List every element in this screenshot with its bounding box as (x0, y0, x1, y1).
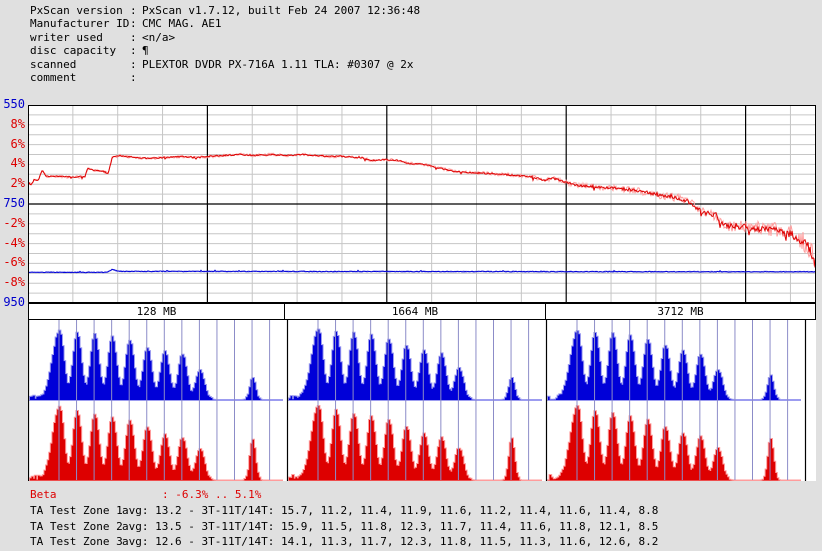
summary-row-zone-3: TA Test Zone 3 avg: 12.6 - 3T-11T/14T: 14… (30, 534, 658, 550)
zone-label: 128 MB (136, 305, 177, 318)
zone-label-row: 128 MB 1664 MB 3712 MB (28, 303, 816, 320)
field-label: comment (30, 71, 77, 85)
field-label: disc capacity (30, 44, 117, 58)
summary-row-beta: Beta : -6.3% .. 5.1% (30, 487, 658, 503)
header-row: comment: (30, 71, 420, 84)
summary-block: Beta: -6.3% .. 5.1% TA Test Zone 1 avg: 1… (30, 487, 658, 550)
field-label: Manufacturer ID (30, 17, 130, 31)
field-separator: : (130, 30, 137, 44)
summary-row-zone-2: TA Test Zone 2 avg: 13.5 - 3T-11T/14T: 15… (30, 519, 658, 535)
field-label: writer used (30, 30, 103, 44)
beta-chart (28, 105, 816, 303)
beta-chart-y-axis: 550 8% 6% 4% 2% 750 -2% -4% -6% -8% 950 (0, 0, 26, 320)
zone-label-cell: 3712 MB (546, 304, 815, 319)
header-row: scanned: PLEXTOR DVDR PX-716A 1.11 TLA: #… (30, 58, 420, 71)
zone-label-cell: 128 MB (29, 304, 285, 319)
summary-label: TA Test Zone 3 (30, 535, 123, 549)
field-label: PxScan version (30, 4, 123, 17)
field-separator: : (130, 71, 137, 85)
y-axis-label: 6% (10, 137, 25, 151)
summary-label: TA Test Zone 1 (30, 503, 123, 517)
header-row: disc capacity: ¶ (30, 44, 420, 57)
y-axis-label: 550 (3, 97, 25, 111)
summary-label: TA Test Zone 2 (30, 519, 123, 533)
y-axis-label: -6% (3, 255, 25, 269)
ta-histogram-chart (28, 320, 816, 481)
y-axis-label: 950 (3, 295, 25, 309)
header-row: PxScan version: PxScan v1.7.12, built Feb… (30, 4, 420, 17)
field-value: <n/a> (142, 30, 176, 44)
y-axis-label: -2% (3, 216, 25, 230)
zone-label: 3712 MB (657, 305, 704, 318)
header-row: Manufacturer ID: CMC MAG. AE1 (30, 17, 420, 30)
summary-label: Beta (30, 488, 57, 501)
zone-label: 1664 MB (391, 305, 439, 318)
summary-value: avg: 13.5 - 3T-11T/14T: 15.9, 11.5, 11.8… (122, 519, 659, 533)
summary-value: avg: 12.6 - 3T-11T/14T: 14.1, 11.3, 11.7… (122, 535, 659, 549)
field-separator: : (130, 57, 137, 71)
y-axis-label: 4% (10, 156, 25, 170)
header-row: writer used: <n/a> (30, 31, 420, 44)
summary-value: : -6.3% .. 5.1% (162, 488, 262, 501)
summary-value: avg: 13.2 - 3T-11T/14T: 15.7, 11.2, 11.4… (122, 503, 659, 517)
zone-label-cell: 1664 MB (285, 304, 546, 319)
y-axis-label: 750 (3, 196, 25, 210)
header-info: PxScan version: PxScan v1.7.12, built Feb… (30, 4, 420, 84)
y-axis-label: -4% (3, 236, 25, 250)
y-axis-label: 8% (10, 117, 25, 131)
y-axis-label: -8% (3, 275, 25, 289)
y-axis-label: 2% (10, 176, 25, 190)
field-value: PxScan v1.7.12, built Feb 24 2007 12:36:… (142, 4, 421, 17)
field-label: scanned (30, 57, 77, 71)
field-separator: : (130, 4, 137, 17)
field-value: PLEXTOR DVDR PX-716A 1.11 TLA: #0307 @ 2… (142, 57, 414, 71)
summary-row-zone-1: TA Test Zone 1 avg: 13.2 - 3T-11T/14T: 15… (30, 503, 658, 519)
field-value: CMC MAG. AE1 (142, 17, 222, 31)
field-value: ¶ (142, 44, 149, 58)
field-separator: : (130, 17, 137, 31)
field-separator: : (130, 44, 137, 58)
